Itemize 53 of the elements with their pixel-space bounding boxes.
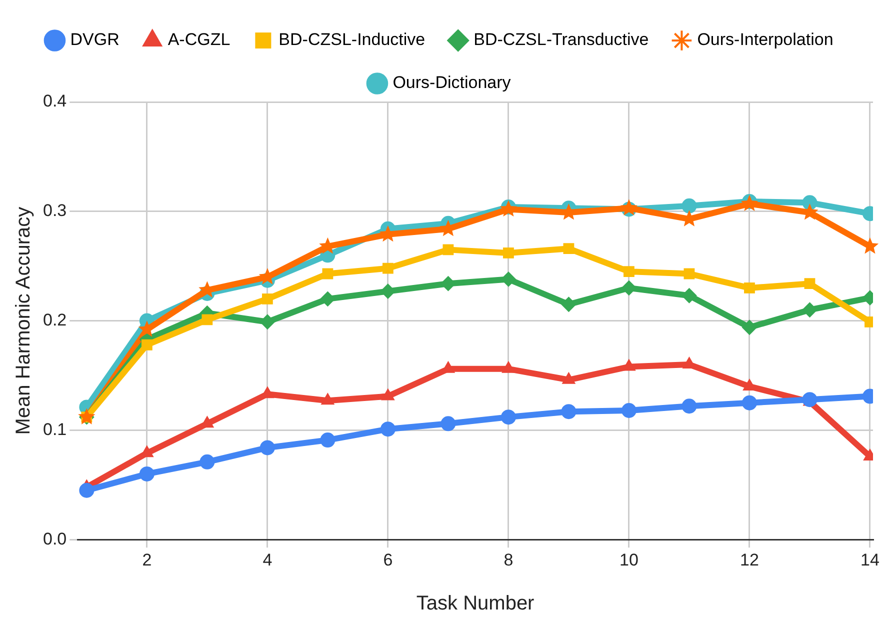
point <box>260 440 275 456</box>
x-tick-label: 8 <box>504 550 514 570</box>
y-axis-title: Mean Harmonic Accuracy <box>12 206 35 435</box>
x-axis-title: Task Number <box>416 592 535 615</box>
point <box>320 291 336 306</box>
point <box>563 243 574 254</box>
legend-label: BD-CZSL-Inductive <box>278 30 426 50</box>
point <box>500 410 516 425</box>
point <box>202 314 213 326</box>
point <box>804 278 816 290</box>
point <box>382 262 394 274</box>
point <box>200 454 215 470</box>
point <box>621 403 636 418</box>
x-tick-label: 10 <box>620 550 638 570</box>
y-tick-label: 0.0 <box>42 529 67 548</box>
point <box>684 268 695 280</box>
point <box>742 395 757 410</box>
x-tick-label: 12 <box>740 550 759 570</box>
point <box>503 248 514 258</box>
point <box>802 195 818 210</box>
legend-label: A-CGZL <box>168 30 230 50</box>
point <box>561 404 576 420</box>
y-tick-label: 0.4 <box>42 92 67 111</box>
x-tick-label: 14 <box>860 550 880 570</box>
point <box>79 482 94 498</box>
point <box>380 422 396 437</box>
point <box>139 466 154 482</box>
point <box>744 282 755 294</box>
point <box>802 302 818 318</box>
point <box>682 288 697 304</box>
y-tick-label: 0.2 <box>42 310 67 330</box>
x-tick-label: 6 <box>383 550 393 570</box>
point <box>682 398 697 414</box>
point <box>561 296 576 312</box>
point <box>682 198 697 214</box>
point <box>320 432 336 448</box>
point <box>262 293 273 304</box>
y-tick-label: 0.1 <box>42 420 67 439</box>
point <box>440 416 456 432</box>
legend-label: Ours-Interpolation <box>697 30 834 50</box>
point <box>141 339 152 350</box>
legend-label: Ours-Dictionary <box>392 73 512 92</box>
point <box>260 314 275 330</box>
x-tick-label: 2 <box>142 550 152 570</box>
point <box>322 268 334 280</box>
point <box>742 320 757 335</box>
x-tick-label: 4 <box>262 550 272 570</box>
point <box>442 244 454 256</box>
y-tick-label: 0.3 <box>42 201 67 220</box>
point <box>624 266 634 278</box>
legend-label: BD-CZSL-Transductive <box>474 30 649 50</box>
point <box>621 280 636 296</box>
legend-label: DVGR <box>70 30 120 50</box>
